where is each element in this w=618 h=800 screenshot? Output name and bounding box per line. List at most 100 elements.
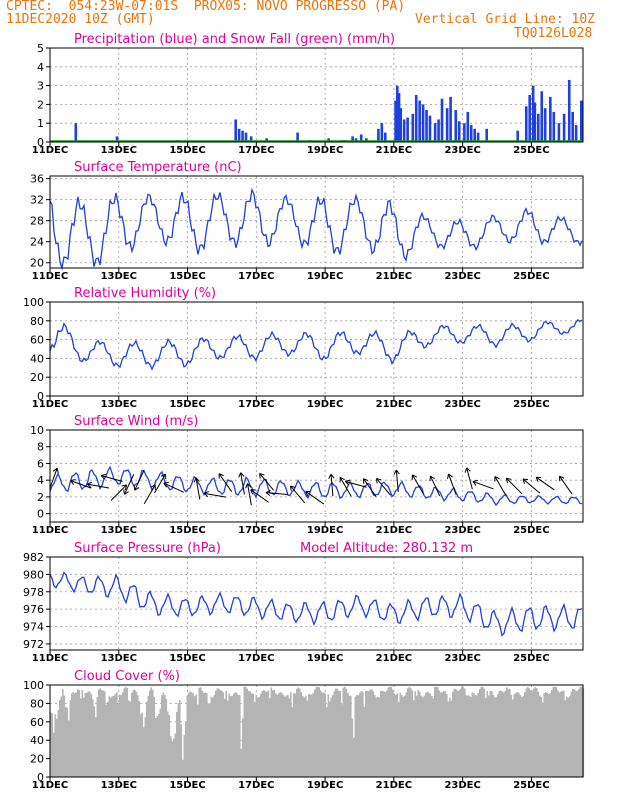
wind-arrow-head — [505, 477, 512, 484]
cloud-bar — [435, 686, 438, 777]
cloud-bar — [546, 692, 549, 777]
cloud-bar — [237, 694, 240, 777]
cloud-bar — [518, 692, 520, 777]
x-tick-label: 11DEC — [32, 145, 68, 156]
cloud-bar — [336, 688, 339, 777]
wind-arrow — [363, 478, 377, 498]
cloud-bar — [315, 686, 318, 777]
cloud-bar — [521, 696, 523, 777]
cloud-bar — [83, 697, 85, 777]
cloud-bar — [279, 692, 282, 777]
header-grid-note: Vertical Grid Line: 10Z — [415, 12, 596, 27]
wind-arrow — [49, 468, 58, 490]
cloud-bar — [135, 691, 138, 777]
cloud-bar — [144, 717, 147, 777]
x-tick-label: 25DEC — [513, 399, 549, 410]
cloud-bar — [207, 703, 210, 777]
cloud-bar — [365, 690, 367, 777]
x-tick-label: 21DEC — [376, 653, 412, 664]
cloud-bar — [383, 691, 385, 777]
x-tick-label: 11DEC — [32, 525, 68, 536]
cloud-bar — [89, 691, 91, 777]
cloud-bar — [50, 712, 52, 777]
cloud-bar — [68, 720, 70, 777]
x-tick-label: 13DEC — [101, 145, 137, 156]
cloud-bar — [212, 697, 214, 777]
cloud-bar — [131, 692, 133, 777]
cloud-bar — [432, 698, 435, 777]
cloud-bar — [236, 693, 238, 777]
cloud-bar — [69, 700, 72, 777]
precip-bar — [380, 123, 384, 142]
wind-arrow — [559, 475, 573, 495]
precip-bar — [540, 91, 544, 142]
cloud-bar — [57, 710, 60, 777]
cloud-bar — [438, 690, 441, 777]
x-tick-label: 25DEC — [513, 271, 549, 282]
cloud-bar — [429, 693, 432, 777]
cloud-bar — [165, 698, 168, 777]
cloud-bar — [464, 688, 466, 777]
cloud-bar — [468, 695, 471, 777]
cloud-bar — [548, 693, 550, 777]
y-tick-label: 0 — [37, 390, 44, 403]
cloud-bar — [87, 691, 90, 777]
y-tick-label: 980 — [23, 568, 44, 581]
precip-bar — [516, 130, 519, 142]
cloud-bar — [573, 689, 576, 777]
cloud-bar — [536, 688, 538, 777]
cloud-bar — [393, 693, 396, 777]
cloud-bar — [471, 692, 474, 777]
cloud-bar — [291, 707, 294, 777]
cloud-bar — [474, 695, 477, 777]
cloud-bar — [431, 696, 433, 777]
cloud-bar — [110, 697, 112, 777]
cloud-bar — [531, 690, 534, 777]
cloud-bar — [516, 691, 519, 777]
cloud-bar — [545, 692, 547, 777]
wind-arrow — [305, 491, 325, 505]
precip-bar — [533, 102, 537, 142]
cloud-bar — [374, 695, 376, 777]
wind-arrow — [247, 483, 252, 506]
cloud-bar — [492, 694, 495, 777]
wind-arrow — [395, 470, 399, 493]
wind-arrow-head — [245, 483, 252, 489]
cloud-bar — [275, 693, 277, 777]
wind-arrow — [472, 480, 494, 490]
panel-title: Surface Wind (m/s) — [74, 414, 198, 429]
series-line — [49, 571, 583, 637]
precip-bar — [411, 113, 415, 142]
cloud-bar — [480, 686, 483, 777]
cloud-bar — [321, 692, 324, 777]
x-tick-label: 23DEC — [444, 399, 480, 410]
y-tick-label: 6 — [37, 457, 44, 470]
cloud-bar — [180, 724, 183, 777]
x-tick-label: 11DEC — [32, 399, 68, 410]
panel-frame — [49, 47, 584, 143]
y-tick-label: 28 — [30, 215, 44, 228]
x-tick-label: 25DEC — [513, 653, 549, 664]
cloud-bar — [80, 698, 82, 777]
cloud-bar — [75, 692, 78, 777]
cloud-bar — [515, 693, 517, 777]
wind-arrow — [330, 474, 334, 497]
wind-arrow — [290, 485, 306, 504]
cloud-bar — [542, 702, 544, 777]
precip-bar — [543, 108, 547, 142]
precip-bar — [457, 121, 461, 142]
cloud-bar — [489, 690, 492, 777]
wind-arrow-head — [238, 472, 245, 478]
cloud-bar — [71, 693, 73, 777]
x-tick-label: 13DEC — [101, 780, 137, 791]
cloud-bar — [107, 702, 109, 777]
cloud-bar — [240, 748, 243, 777]
cloud-bar — [369, 689, 372, 777]
cloud-bar — [159, 708, 162, 777]
cloud-bar — [251, 693, 253, 777]
cloud-bar — [102, 690, 105, 777]
x-tick-label: 25DEC — [513, 525, 549, 536]
cloud-bar — [201, 690, 204, 777]
cloud-bar — [120, 694, 123, 777]
cloud-bar — [519, 695, 522, 777]
